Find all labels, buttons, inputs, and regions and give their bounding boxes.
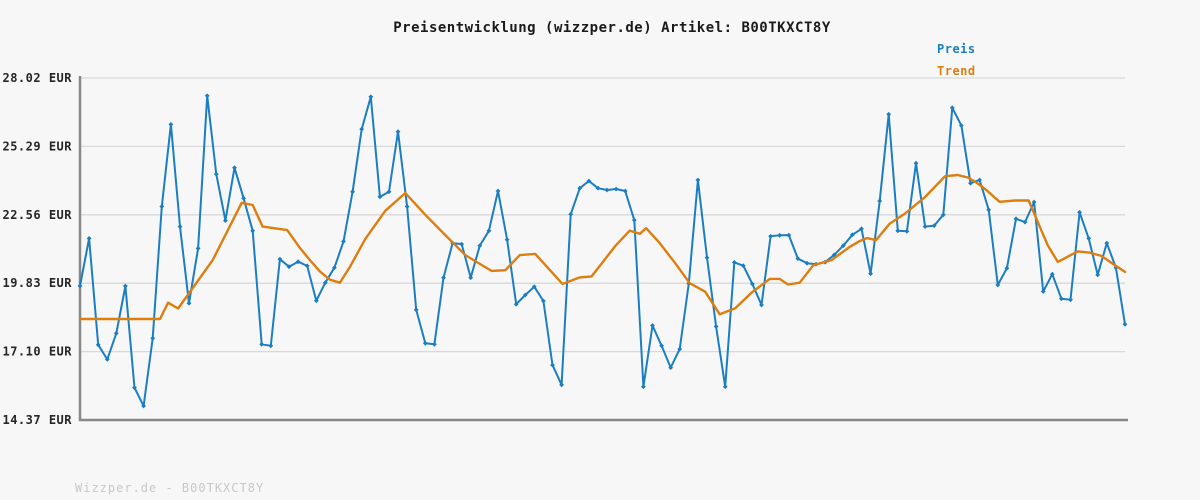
preis-markers [77,93,1128,409]
y-axis-tick-label: 28.02 EUR [2,71,72,85]
preis-line [79,94,1126,407]
y-axis-tick-label: 19.83 EUR [2,276,72,290]
y-axis-tick-label: 14.37 EUR [2,413,72,427]
y-axis-tick-label: 22.56 EUR [2,208,72,222]
watermark: Wizzper.de - B00TKXCT8Y [75,481,265,495]
trend-line [78,173,1127,321]
y-axis-tick-label: 25.29 EUR [2,139,72,153]
legend: Preis Trend [937,38,976,82]
legend-item-preis: Preis [937,42,976,56]
legend-item-trend: Trend [937,64,976,78]
y-axis-tick-label: 17.10 EUR [2,345,72,359]
chart-title: Preisentwicklung (wizzper.de) Artikel: B… [393,20,831,36]
